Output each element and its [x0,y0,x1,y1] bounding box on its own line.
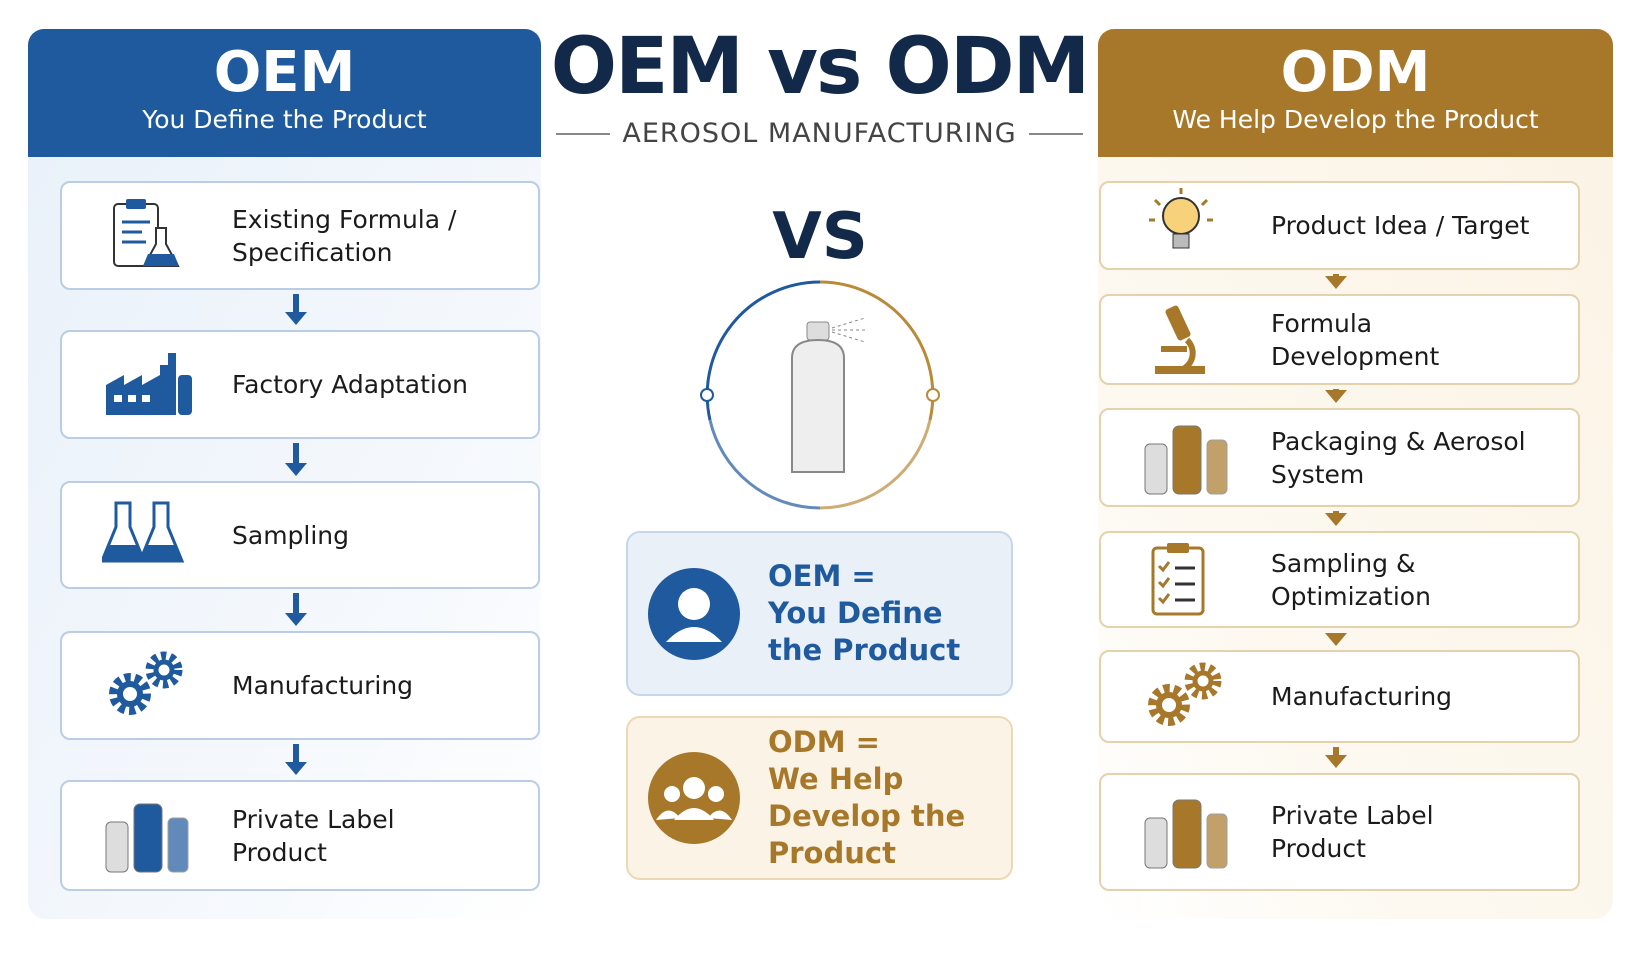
oem-summary-text: OEM = You Define the Product [768,558,998,669]
step-label: Product Idea / Target [1271,211,1530,240]
summary-definition: We Help Develop the Product [768,762,966,870]
arrow [1324,511,1347,526]
arc [708,419,821,510]
odm-subtitle: We Help Develop the Product [1172,105,1539,134]
flow-arrow [284,744,308,776]
team-icon [648,752,740,844]
icon [1149,187,1213,248]
aerosol-illustration [700,280,940,510]
arrow [1324,274,1347,289]
step-box: Sampling [60,481,540,589]
summary-definition: You Define the Product [768,596,961,667]
icon [1155,305,1205,374]
arrow [285,744,307,775]
icon [105,803,189,872]
step-label: Private Label Product [232,804,395,867]
step-icon [1101,186,1271,266]
icon [106,352,192,415]
odm-summary: ODM = We Help Develop the Product [626,716,1013,880]
can-body [791,338,845,473]
step-label: Sampling & Optimization [1271,548,1431,611]
subtitle: AEROSOL MANUFACTURING [622,118,1017,149]
step-box: Factory Adaptation [60,330,540,439]
step-label: Sampling [232,520,350,550]
summary-term: OEM = [768,559,876,593]
step-label: Private Label Product [1271,801,1434,863]
flow-arrow [1324,747,1348,769]
step-label: Manufacturing [1271,682,1453,711]
summary-term: ODM = [768,725,880,759]
step-box: Formula Development [1099,294,1580,385]
icon [113,198,180,267]
odm-title: ODM [1280,40,1431,105]
step-box: Existing Formula / Specification [60,181,540,290]
step-label: Factory Adaptation [232,370,468,399]
can-cap [806,321,830,341]
icon [1148,662,1222,726]
rule [556,132,611,135]
step-box: Manufacturing [60,631,540,740]
dot [700,388,714,402]
flow-arrow [284,593,308,627]
step-box: Packaging & Aerosol System [1099,408,1580,507]
person-icon [648,567,740,660]
step-label: Formula Development [1271,308,1440,371]
step-label: Packaging & Aerosol System [1271,426,1526,489]
flow-arrow [1324,632,1348,646]
flow-arrow [1324,511,1348,527]
arrow [1324,747,1347,768]
spray [831,317,868,343]
dot [926,388,940,402]
step-box: Private Label Product [60,780,540,891]
arrow [285,593,307,626]
oem-title: OEM [213,40,356,105]
step-icon [62,646,232,726]
arrow [1324,633,1347,646]
step-icon [62,345,232,425]
step-box: Product Idea / Target [1099,181,1580,270]
icon [1144,425,1228,494]
odm-summary-text: ODM = We Help Develop the Product [768,724,998,872]
step-label: Existing Formula / Specification [232,204,457,267]
rule [1028,132,1083,135]
oem-panel [28,29,541,919]
vs-label: VS [772,200,868,274]
step-icon [1101,418,1271,498]
flow-arrow [1324,274,1348,290]
icon [1144,799,1228,869]
step-icon [1101,300,1271,380]
main-title: OEM vs ODM [550,22,1090,112]
icon [102,501,185,563]
flow-arrow [284,443,308,477]
step-icon [1101,540,1271,620]
arc [819,419,932,510]
step-box: Sampling & Optimization [1099,531,1580,628]
oem-summary: OEM = You Define the Product [626,531,1013,696]
icon [109,651,183,715]
odm-header: ODM We Help Develop the Product [1098,29,1613,157]
subtitle-row: AEROSOL MANUFACTURING [556,118,1083,149]
icon [1151,542,1205,615]
step-icon [62,495,232,575]
arrow [285,294,307,325]
oem-subtitle: You Define the Product [142,105,427,134]
step-icon [62,796,232,876]
step-label: Manufacturing [232,671,414,700]
step-icon [1101,657,1271,737]
step-box: Manufacturing [1099,650,1580,743]
step-icon [1101,792,1271,872]
arrow [285,443,307,476]
step-box: Private Label Product [1099,773,1580,891]
flow-arrow [284,294,308,326]
oem-header: OEM You Define the Product [28,29,541,157]
arrow [1324,389,1347,403]
step-icon [62,196,232,276]
flow-arrow [1324,389,1348,404]
